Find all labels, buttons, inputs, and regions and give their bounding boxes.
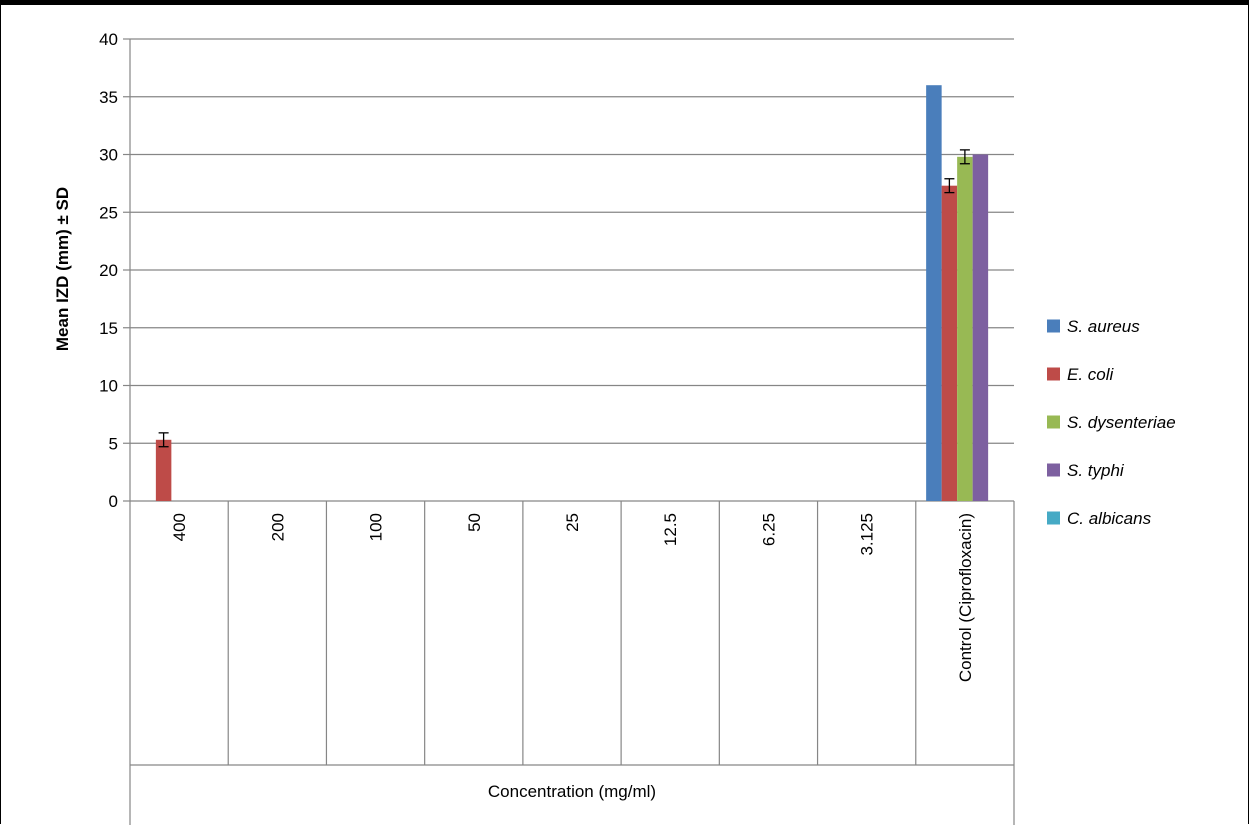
y-tick-label: 20 xyxy=(99,261,118,280)
x-axis: 400 200 100 50 25 12.5 6.25 3.125 Control (Cipro… xyxy=(130,500,1015,825)
x-tick-label: 50 xyxy=(465,513,484,532)
chart: 0 5 10 15 20 25 30 35 40 400 200 100 50 25 12.5 6.25 3.… xyxy=(53,30,1176,825)
y-tick-label: 35 xyxy=(99,88,118,107)
y-tick-label: 0 xyxy=(109,492,118,511)
x-tick-label: 400 xyxy=(170,513,189,541)
x-axis-title: Concentration (mg/ml) xyxy=(488,782,656,801)
y-tick-label: 15 xyxy=(99,319,118,338)
legend-label: E. coli xyxy=(1067,365,1115,384)
legend-label: S. dysenteriae xyxy=(1067,413,1176,432)
bar xyxy=(972,154,989,501)
legend-swatch xyxy=(1047,367,1060,381)
x-tick-label: 200 xyxy=(268,513,287,541)
legend-swatch xyxy=(1047,415,1060,429)
y-tick-label: 5 xyxy=(109,434,118,453)
y-axis: 0 5 10 15 20 25 30 35 40 xyxy=(99,30,131,825)
bar xyxy=(941,185,958,501)
x-tick-label: 3.125 xyxy=(858,513,877,556)
y-tick-label: 40 xyxy=(99,30,118,49)
legend: S. aureus E. coli S. dysenteriae S. typhi C.… xyxy=(1047,317,1176,528)
bars xyxy=(155,85,989,501)
gridlines xyxy=(130,38,1014,444)
legend-label: S. aureus xyxy=(1067,317,1140,336)
legend-swatch xyxy=(1047,319,1060,333)
legend-swatch xyxy=(1047,463,1060,477)
legend-swatch xyxy=(1047,511,1060,525)
x-tick-label: 6.25 xyxy=(759,513,778,546)
error-bars xyxy=(158,149,970,448)
legend-label: S. typhi xyxy=(1067,461,1125,480)
y-tick-label: 25 xyxy=(99,203,118,222)
x-tick-label: 100 xyxy=(367,513,386,541)
x-tick-label: 12.5 xyxy=(661,513,680,546)
legend-label: C. albicans xyxy=(1067,509,1152,528)
bar xyxy=(155,439,172,501)
bar xyxy=(926,85,942,501)
y-tick-label: 10 xyxy=(99,377,118,396)
y-tick-label: 30 xyxy=(99,146,118,165)
x-tick-label: Control (Ciprofloxacin) xyxy=(956,513,975,682)
bar xyxy=(957,156,973,501)
y-axis-title: Mean IZD (mm) ± SD xyxy=(53,187,72,351)
x-tick-label: 25 xyxy=(563,513,582,532)
